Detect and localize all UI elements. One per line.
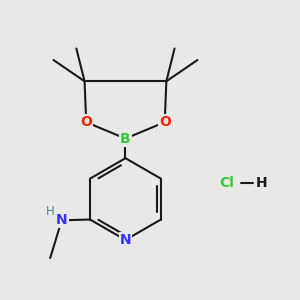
Text: H: H bbox=[46, 205, 55, 218]
Text: H: H bbox=[255, 176, 267, 190]
Text: B: B bbox=[120, 131, 131, 146]
Text: N: N bbox=[120, 233, 131, 247]
Text: O: O bbox=[80, 115, 92, 129]
Text: N: N bbox=[56, 213, 68, 227]
Text: O: O bbox=[159, 115, 171, 129]
Text: Cl: Cl bbox=[219, 176, 234, 190]
